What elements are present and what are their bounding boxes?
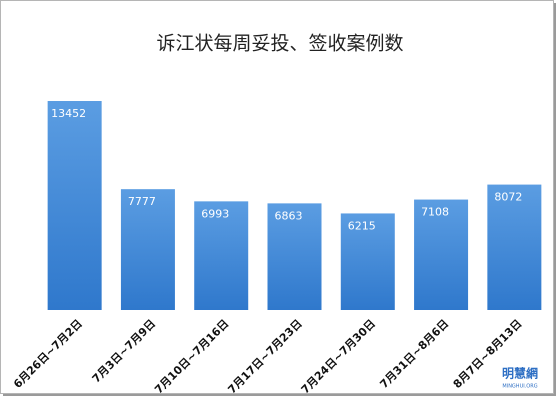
bar [487, 184, 542, 310]
value-label: 6993 [201, 207, 229, 220]
value-label: 7108 [421, 206, 449, 219]
bar [47, 101, 102, 310]
bar [194, 201, 249, 310]
bar [414, 199, 469, 310]
bar [120, 189, 175, 310]
value-label: 6863 [275, 209, 303, 222]
chart-title: 诉江状每周妥投、签收案例数 [156, 33, 403, 55]
bar [340, 213, 395, 310]
watermark-name: 明慧網 [502, 366, 538, 381]
value-label: 7777 [128, 195, 156, 208]
value-label: 13452 [51, 107, 86, 120]
value-label: 6215 [348, 219, 376, 232]
watermark-site: MINGHUI.ORG [502, 384, 537, 390]
bar [267, 203, 322, 310]
value-label: 8072 [494, 191, 522, 204]
